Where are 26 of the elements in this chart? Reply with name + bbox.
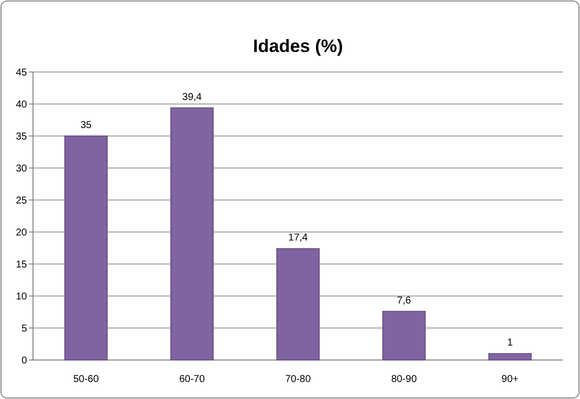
bar (382, 310, 426, 360)
y-tick-label: 45 (16, 68, 28, 78)
data-label: 17,4 (288, 232, 308, 244)
chart-title: Idades (%) (252, 36, 344, 56)
bar (64, 136, 108, 360)
data-label: 1 (507, 338, 514, 349)
y-tick-label: 15 (16, 260, 28, 270)
bar (488, 353, 532, 360)
bar (170, 107, 214, 360)
y-tick-label: 35 (16, 132, 28, 142)
x-tick-label: 60-70 (179, 374, 206, 385)
y-tick-label: 20 (16, 228, 28, 238)
data-label: 35 (80, 120, 92, 131)
x-tick-label: 80-90 (391, 374, 418, 385)
data-label: 39,4 (182, 92, 202, 103)
y-tick-label: 30 (16, 164, 28, 174)
x-tick-label: 50-60 (73, 374, 100, 385)
y-tick-label: 5 (21, 324, 28, 334)
data-label: 7,6 (397, 295, 412, 306)
y-tick-label: 0 (21, 356, 28, 366)
x-tick-label: 90+ (502, 374, 519, 385)
bar (276, 248, 320, 360)
x-tick-label: 70-80 (285, 374, 312, 385)
y-tick-label: 25 (16, 196, 28, 206)
y-tick-label: 40 (16, 100, 28, 110)
y-tick-label: 10 (16, 292, 28, 302)
